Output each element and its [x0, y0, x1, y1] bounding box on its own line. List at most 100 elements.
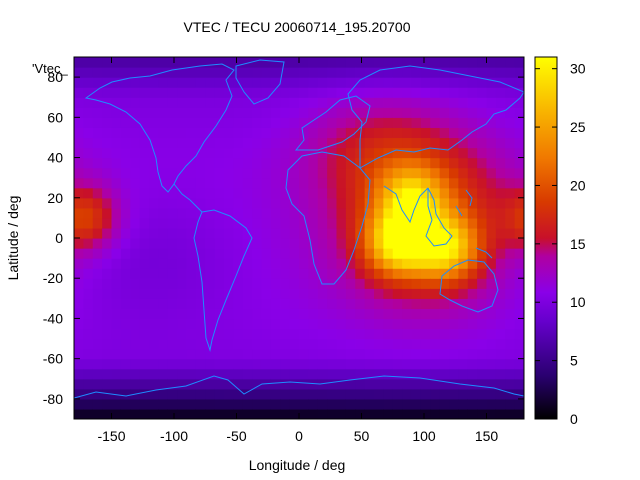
heatmap-cell	[392, 107, 403, 118]
heatmap-cell	[158, 398, 169, 410]
heatmap-cell	[280, 157, 291, 169]
heatmap-cell	[195, 147, 206, 159]
heatmap-cell	[167, 268, 178, 279]
heatmap-cell	[289, 328, 300, 340]
heatmap-cell	[270, 117, 281, 128]
heatmap-cell	[383, 57, 394, 68]
heatmap-cell	[299, 338, 309, 350]
heatmap-cell	[270, 187, 281, 199]
heatmap-cell	[402, 167, 413, 179]
heatmap-cell	[345, 167, 356, 179]
heatmap-cell	[411, 87, 422, 98]
heatmap-cell	[467, 137, 478, 149]
heatmap-cell	[167, 378, 178, 390]
heatmap-cell	[355, 167, 366, 179]
heatmap-cell	[289, 87, 300, 98]
heatmap-cell	[224, 117, 234, 128]
heatmap-cell	[486, 258, 497, 269]
heatmap-cell	[280, 167, 291, 179]
heatmap-cell	[224, 398, 234, 410]
heatmap-cell	[495, 328, 506, 340]
heatmap-cell	[430, 57, 441, 68]
heatmap-cell	[495, 197, 506, 209]
heatmap-cell	[355, 398, 366, 410]
heatmap-cell	[402, 238, 413, 249]
heatmap-cell	[430, 408, 441, 419]
heatmap-cell	[177, 408, 188, 419]
heatmap-cell	[467, 97, 478, 108]
heatmap-cell	[233, 408, 244, 419]
heatmap-cell	[514, 368, 524, 380]
heatmap-cell	[420, 318, 431, 330]
heatmap-cell	[505, 368, 516, 380]
heatmap-cell	[439, 207, 450, 219]
heatmap-cell	[214, 177, 225, 189]
heatmap-cell	[102, 217, 113, 229]
heatmap-cell	[280, 207, 291, 219]
heatmap-cell	[355, 248, 366, 259]
y-tick-label: -60	[43, 351, 63, 367]
heatmap-cell	[299, 318, 309, 330]
heatmap-cell	[383, 378, 394, 390]
heatmap-cell	[205, 207, 216, 219]
heatmap-cell	[252, 358, 263, 370]
heatmap-cell	[495, 398, 506, 410]
heatmap-cell	[130, 107, 141, 118]
heatmap-cell	[177, 298, 188, 309]
heatmap-cell	[486, 87, 497, 98]
heatmap-cell	[74, 57, 84, 68]
heatmap-cell	[317, 167, 328, 179]
heatmap-cell	[111, 368, 122, 380]
heatmap-cell	[430, 338, 441, 350]
heatmap-cell	[439, 308, 450, 320]
heatmap-cell	[289, 217, 300, 229]
heatmap-cell	[477, 137, 488, 149]
heatmap-cell	[270, 248, 281, 259]
heatmap-cell	[317, 238, 328, 249]
heatmap-cell	[439, 97, 450, 108]
heatmap-cell	[252, 67, 263, 78]
heatmap-cell	[195, 107, 206, 118]
heatmap-cell	[120, 248, 131, 259]
heatmap-cell	[261, 248, 272, 259]
australia-coast	[439, 259, 499, 313]
heatmap-cell	[383, 268, 394, 279]
heatmap-cell	[317, 408, 328, 419]
heatmap-cell	[514, 278, 524, 289]
heatmap-cell	[233, 137, 244, 149]
heatmap-cell	[214, 217, 225, 229]
heatmap-cell	[411, 57, 422, 68]
heatmap-cell	[261, 338, 272, 350]
heatmap-cell	[495, 157, 506, 169]
heatmap-cell	[505, 388, 516, 400]
heatmap-cell	[149, 388, 159, 400]
heatmap-cell	[92, 207, 103, 219]
heatmap-cell	[289, 167, 300, 179]
heatmap-cell	[177, 187, 188, 199]
heatmap-cell	[177, 157, 188, 169]
heatmap-cell	[449, 137, 459, 149]
heatmap-cell	[252, 278, 263, 289]
heatmap-cell	[224, 258, 234, 269]
heatmap-cell	[467, 398, 478, 410]
heatmap-cell	[111, 107, 122, 118]
heatmap-cell	[280, 117, 291, 128]
heatmap-cell	[186, 87, 197, 98]
heatmap-cell	[270, 137, 281, 149]
heatmap-cell	[92, 388, 103, 400]
heatmap-cell	[102, 278, 113, 289]
heatmap-cell	[158, 328, 169, 340]
heatmap-cell	[317, 308, 328, 320]
heatmap-cell	[261, 408, 272, 419]
heatmap-cell	[214, 248, 225, 259]
heatmap-cell	[299, 57, 309, 68]
heatmap-cell	[345, 258, 356, 269]
heatmap-cell	[495, 348, 506, 360]
heatmap-cell	[120, 227, 131, 239]
heatmap-cell	[308, 187, 319, 199]
heatmap-cell	[167, 67, 178, 78]
heatmap-cell	[195, 77, 206, 88]
heatmap-cell	[505, 177, 516, 189]
heatmap-cell	[252, 398, 263, 410]
heatmap-cell	[83, 248, 94, 259]
